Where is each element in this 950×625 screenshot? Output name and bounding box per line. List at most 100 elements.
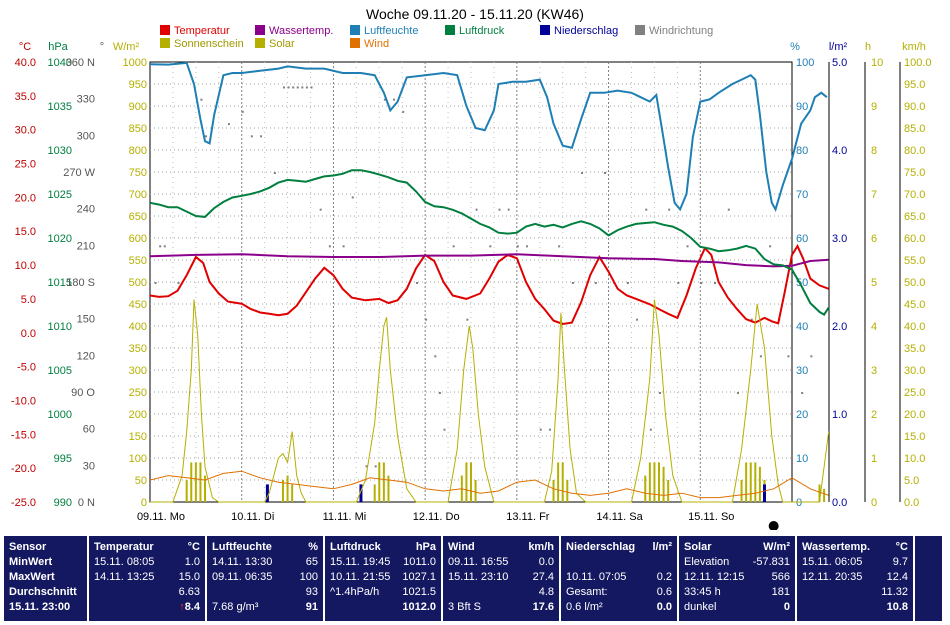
rain-bar bbox=[359, 484, 363, 502]
rain-unit: l/m² bbox=[652, 541, 672, 553]
axis-tick-label: 55.0 bbox=[904, 255, 925, 267]
axis-tick-label: 330 bbox=[77, 94, 95, 106]
wind-block: Wind km/h 09.11. 16:55 0.0 15.11. 23:10 27.… bbox=[443, 536, 559, 621]
wind-min-time: 09.11. 16:55 bbox=[448, 556, 509, 568]
axis-unit-label: W/m² bbox=[113, 41, 140, 53]
legend-label: Sonnenschein bbox=[174, 38, 244, 50]
wind-average: 4.8 bbox=[538, 586, 554, 598]
axis-tick-label: 450 bbox=[129, 299, 147, 311]
humidity-absolute: 7.68 g/m³ bbox=[212, 601, 259, 613]
sunshine-bar bbox=[199, 462, 202, 502]
wind-direction-dot bbox=[273, 172, 276, 174]
temperature-current-value: 8.4 bbox=[184, 601, 200, 613]
rain-title: Niederschlag bbox=[566, 541, 636, 553]
axis-tick-label: 900 bbox=[129, 101, 147, 113]
stats-panel: Sensor MinWert MaxWert Durchschnitt 15.1… bbox=[0, 530, 950, 625]
solar-max-value: 566 bbox=[771, 571, 790, 583]
axis-tick-label: 1035 bbox=[48, 101, 72, 113]
axis-tick-label: 600 bbox=[129, 233, 147, 245]
avg-label: Durchschnitt bbox=[9, 586, 77, 598]
water-min-value: 9.7 bbox=[892, 556, 908, 568]
temperature-min-value: 1.0 bbox=[184, 556, 200, 568]
pressure-title: Luftdruck bbox=[330, 541, 381, 553]
axis-tick-label: 70.0 bbox=[904, 189, 925, 201]
axis-tick-label: 0 bbox=[141, 497, 147, 509]
temperature-current: ↑8.4 bbox=[179, 601, 200, 613]
legend-swatch bbox=[445, 25, 455, 35]
legend-swatch bbox=[350, 25, 360, 35]
wind-direction-dot bbox=[626, 282, 629, 284]
axis-tick-label: 30 bbox=[796, 365, 808, 377]
axis-tick-label: -10.0 bbox=[11, 395, 36, 407]
axis-tick-label: 80.0 bbox=[904, 145, 925, 157]
now-marker-icon bbox=[768, 521, 779, 530]
solar-block: Solar W/m² Elevation -57.831 12.11. 12:15 5… bbox=[679, 536, 795, 621]
wind-direction-dot bbox=[319, 208, 322, 211]
axis-tick-label: 60.0 bbox=[904, 233, 925, 245]
axis-tick-label: -25.0 bbox=[11, 497, 36, 509]
x-day-label: 10.11. Di bbox=[231, 511, 274, 523]
pressure-unit: hPa bbox=[415, 541, 436, 553]
wind-direction-dot bbox=[750, 318, 753, 321]
axis-tick-label: 50 bbox=[135, 475, 147, 487]
wind-direction-dot bbox=[163, 245, 166, 248]
axis-tick-label: 400 bbox=[129, 321, 147, 333]
axis-tick-label: 800 bbox=[129, 145, 147, 157]
humidity-max-value: 100 bbox=[299, 571, 318, 583]
wind-direction-dot bbox=[438, 392, 441, 394]
axis-unit-label: °C bbox=[19, 41, 31, 53]
wind-direction-dot bbox=[241, 110, 244, 113]
humidity-max-time: 09.11. 06:35 bbox=[212, 571, 273, 583]
wind-direction-dot bbox=[383, 98, 386, 101]
wind-min-value: 0.0 bbox=[538, 556, 554, 568]
temperature-block: Temperatur °C 15.11. 08:05 1.0 14.11. 13:2… bbox=[89, 536, 205, 621]
axis-tick-label: 1030 bbox=[48, 145, 72, 157]
axis-tick-label: 70 bbox=[796, 189, 808, 201]
humidity-min-time: 14.11. 13:30 bbox=[212, 556, 273, 568]
axis-tick-label: 60 bbox=[83, 424, 95, 436]
axis-tick-label: 1015 bbox=[48, 277, 72, 289]
wind-max-value: 27.4 bbox=[532, 571, 554, 583]
wind-direction-dot bbox=[581, 172, 584, 174]
humidity-current: 91 bbox=[305, 601, 318, 613]
axis-tick-label: 1.0 bbox=[832, 409, 847, 421]
wind-direction-dot bbox=[659, 392, 662, 394]
legend-label: Niederschlag bbox=[554, 25, 618, 37]
legend-label: Luftfeuchte bbox=[364, 25, 418, 37]
sunshine-bar bbox=[185, 480, 188, 502]
rain-bar bbox=[265, 484, 269, 502]
wind-direction-dot bbox=[374, 465, 377, 468]
sunshine-bar bbox=[190, 462, 193, 502]
wind-direction-dot bbox=[205, 135, 208, 138]
pressure-trend: ^1.4hPa/h bbox=[330, 586, 380, 598]
axis-tick-label: 0 bbox=[871, 497, 877, 509]
trend-up-icon: ↑ bbox=[179, 601, 185, 613]
wind-direction-dot bbox=[516, 245, 519, 248]
sunshine-bar bbox=[194, 462, 197, 502]
rain-current: 0.0 bbox=[656, 601, 672, 613]
wind-direction-dot bbox=[649, 428, 652, 431]
x-day-label: 11.11. Mi bbox=[323, 511, 367, 523]
sunshine-bar bbox=[644, 475, 647, 502]
series-line-solar bbox=[150, 299, 830, 503]
solar-elevation: -57.831 bbox=[752, 556, 790, 568]
wind-direction-dot bbox=[759, 355, 762, 358]
axis-tick-label: 60 bbox=[796, 233, 808, 245]
wind-direction-dot bbox=[301, 86, 304, 89]
axis-tick-label: 35.0 bbox=[904, 343, 925, 355]
solar-state: dunkel bbox=[684, 601, 717, 613]
axis-tick-label: 15.0 bbox=[904, 431, 925, 443]
sunshine-bar bbox=[557, 462, 560, 502]
axis-tick-label: 1000 bbox=[48, 409, 72, 421]
wind-direction-dot bbox=[177, 282, 180, 284]
sunshine-bar bbox=[818, 484, 821, 502]
wind-direction-dot bbox=[227, 123, 230, 126]
sunshine-bar bbox=[561, 462, 564, 502]
axis-tick-label: 85.0 bbox=[904, 123, 925, 135]
axis-tick-label: 90 O bbox=[71, 387, 95, 399]
legend-swatch bbox=[255, 25, 265, 35]
wind-beaufort: 3 Bft S bbox=[448, 601, 482, 613]
axis-tick-label: 95.0 bbox=[904, 79, 925, 91]
water-temp-block: Wassertemp. °C 15.11. 06:05 9.7 12.11. 20:… bbox=[797, 536, 913, 621]
axis-tick-label: 30.0 bbox=[15, 125, 36, 137]
